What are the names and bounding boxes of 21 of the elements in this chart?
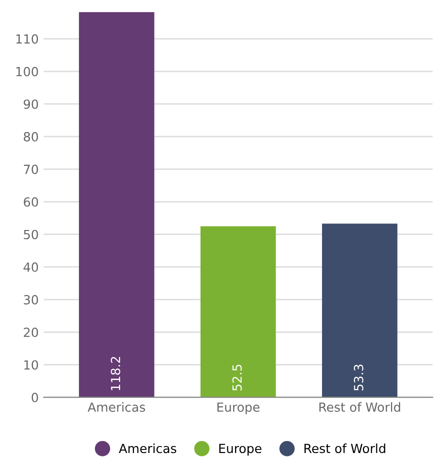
legend-label: Americas (118, 443, 176, 454)
y-tick-label: 110 (16, 34, 38, 44)
y-tick-label: 0 (32, 392, 38, 402)
data-label: 52.5 (232, 364, 242, 391)
y-tick-label: 80 (24, 132, 38, 142)
y-tick-label: 70 (24, 164, 38, 174)
y-tick-label: 30 (24, 295, 38, 304)
x-tick-label: Europe (217, 402, 260, 414)
x-tick-label: Rest of World (319, 402, 400, 412)
y-tick-label: 10 (24, 360, 38, 370)
legend-label: Europe (219, 444, 262, 456)
y-tick-label: 100 (16, 66, 38, 76)
y-tick-label: 20 (24, 328, 38, 338)
legend-label: Rest of World (304, 443, 386, 454)
y-tick-label: 90 (24, 99, 38, 109)
y-tick-label: 60 (24, 197, 38, 207)
y-tick-label: 50 (24, 230, 38, 240)
data-label: 53.3 (354, 364, 364, 391)
data-label: 118.2 (110, 356, 120, 390)
x-tick-label: Americas (88, 402, 146, 412)
y-tick-label: 40 (24, 262, 38, 272)
